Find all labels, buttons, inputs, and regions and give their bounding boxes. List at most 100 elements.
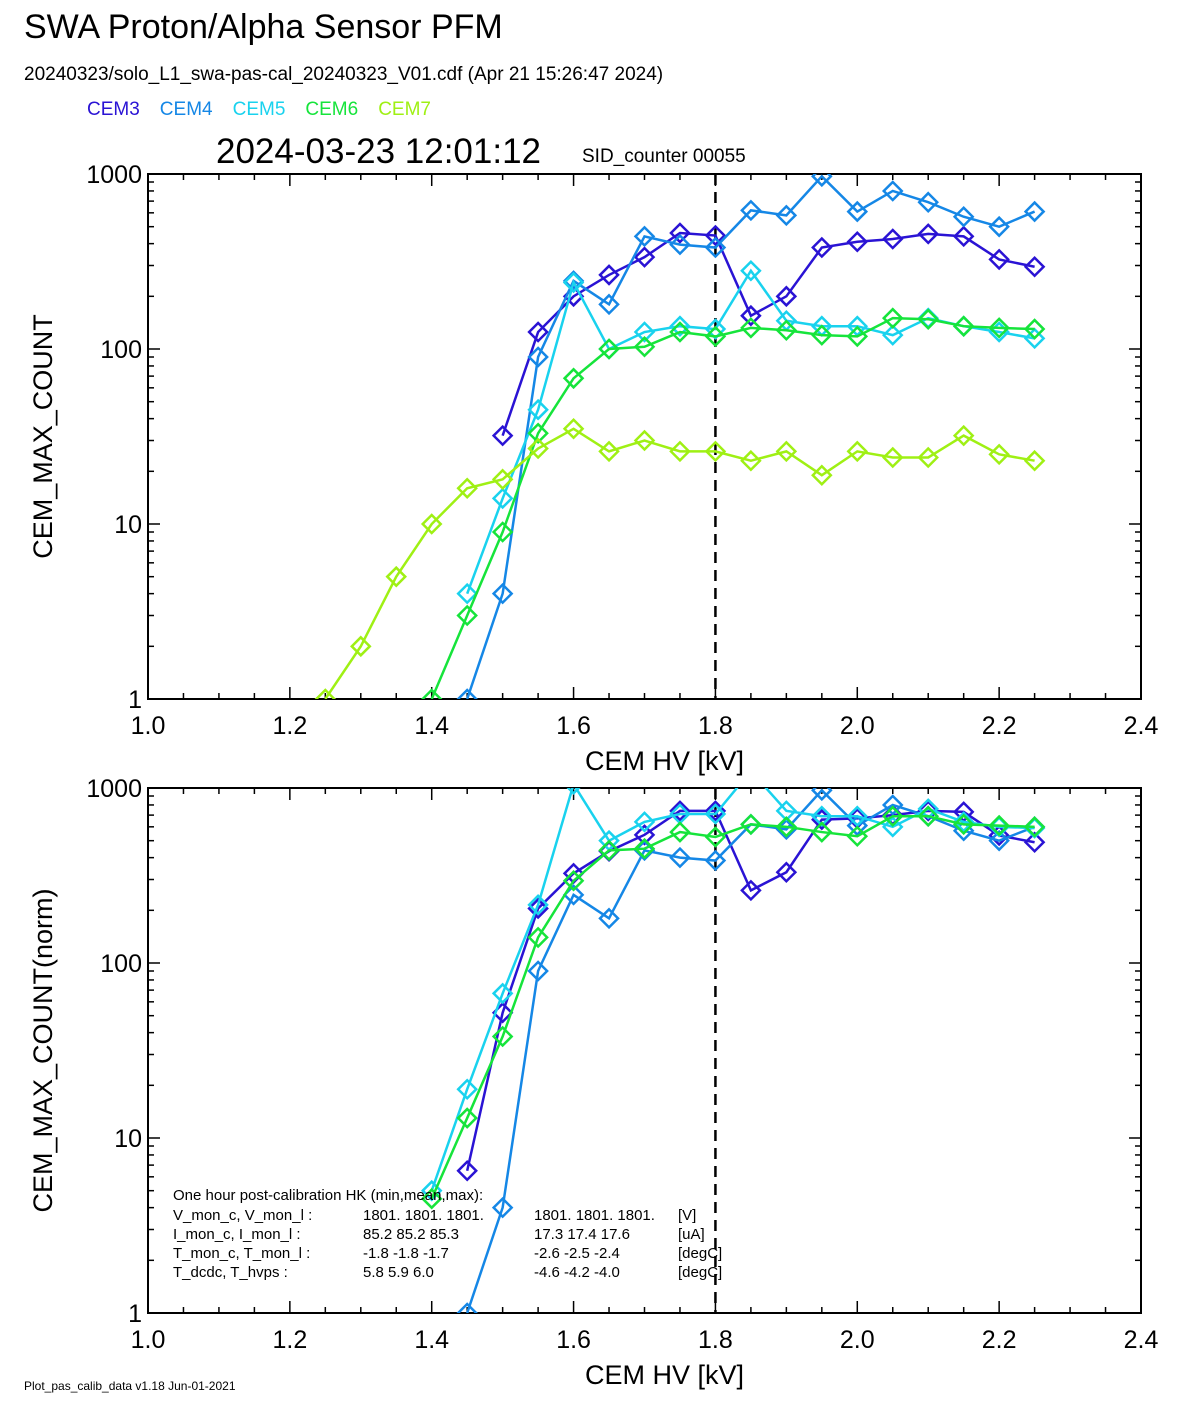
- panel2-point-cem6: [456, 1107, 478, 1129]
- hk-row-l-values: 1801. 1801. 1801.: [534, 1207, 655, 1224]
- panel2-x-tick-label: 1.8: [698, 1326, 733, 1354]
- hk-row-label: V_mon_c, V_mon_l :: [173, 1207, 312, 1224]
- panel1-point-cem4: [881, 180, 904, 202]
- panel1-point-cem4: [1023, 200, 1046, 223]
- panel2-x-tick-label: 1.4: [414, 1326, 449, 1354]
- hk-row-l-values: 17.3 17.4 17.6: [534, 1226, 630, 1243]
- panel2-point-cem3: [775, 861, 798, 884]
- panel1-point-cem3: [846, 230, 869, 253]
- panel1-point-cem4: [988, 215, 1010, 238]
- panel2-point-cem5: [846, 805, 869, 827]
- panel2-point-cem3: [988, 824, 1010, 847]
- panel1-point-cem7: [846, 440, 869, 463]
- panel1-point-cem7: [917, 446, 939, 469]
- panel2-point-cem3: [669, 800, 691, 822]
- legend-entry-cem3: CEM3: [87, 99, 140, 120]
- panel2-point-cem6: [491, 1025, 514, 1048]
- panel1-point-cem4: [491, 582, 514, 605]
- panel2-point-cem3: [633, 824, 656, 846]
- panel1-x-tick-label: 2.0: [840, 712, 875, 740]
- panel2-point-cem5: [527, 894, 549, 916]
- panel1-y-tick-label: 1: [128, 686, 142, 714]
- panel1-point-cem4: [669, 233, 691, 256]
- panel2-point-cem3: [527, 897, 549, 920]
- panel1-point-cem7: [633, 429, 656, 452]
- panel1-point-cem7: [527, 437, 549, 460]
- hk-row-c-values: -1.8 -1.8 -1.7: [363, 1245, 449, 1262]
- panel1-point-cem7: [598, 440, 620, 463]
- panel2-y-tick-label: 1: [128, 1300, 142, 1328]
- panel1-point-cem7: [811, 464, 833, 486]
- panel1-point-cem6: [988, 317, 1010, 339]
- panel1-point-cem4: [740, 199, 762, 222]
- panel2-point-cem4: [811, 788, 833, 802]
- panel2-point-cem6: [952, 813, 975, 836]
- panel1-y-tick-label: 100: [100, 336, 142, 364]
- panel1-point-cem3: [740, 304, 762, 327]
- hk-row-unit: [degC]: [678, 1245, 722, 1262]
- panel1-point-cem5: [456, 582, 478, 605]
- panel1-point-cem3: [1023, 256, 1046, 278]
- panel1-x-tick-label: 1.2: [272, 712, 307, 740]
- hk-row-label: T_mon_c, T_mon_l :: [173, 1245, 310, 1262]
- panel1-point-cem6: [846, 325, 869, 348]
- timestamp: 2024-03-23 12:01:12: [216, 132, 541, 171]
- panel1-point-cem5: [704, 318, 727, 340]
- hk-title: One hour post-calibration HK (min,mean,m…: [173, 1187, 483, 1204]
- legend-entry-cem6: CEM6: [305, 99, 359, 120]
- panel1-point-cem7: [491, 468, 514, 491]
- panel1-series-line-cem7: [324, 427, 1035, 699]
- panel1-point-cem3: [491, 424, 514, 447]
- panel1-point-cem6: [881, 307, 904, 329]
- panel1-y-tick-label: 1000: [86, 161, 142, 189]
- panel2-point-cem5: [742, 762, 760, 780]
- panel1-point-cem4: [952, 205, 975, 228]
- panel1-point-cem6: [917, 308, 939, 330]
- panel2-point-cem5: [704, 803, 727, 825]
- page-title: SWA Proton/Alpha Sensor PFM: [24, 8, 503, 46]
- panel1-point-cem6: [562, 367, 585, 390]
- sid-counter: SID_counter 00055: [582, 146, 746, 167]
- panel1-point-cem3: [988, 248, 1010, 271]
- panel2-series-line-cem6: [430, 814, 1035, 1200]
- panel1-point-cem6: [811, 324, 833, 346]
- panel1-point-cem7: [952, 424, 975, 447]
- panel1-point-cem4: [598, 293, 620, 316]
- hk-row-l-values: -2.6 -2.5 -2.4: [534, 1245, 620, 1262]
- panel1-y-axis-label: CEM_MAX_COUNT: [28, 314, 58, 559]
- panel1-point-cem7: [420, 513, 443, 535]
- panel2-point-cem3: [456, 1159, 478, 1182]
- panel2-point-cem6: [740, 813, 762, 836]
- panel1-series-group: [314, 174, 1046, 699]
- panel1-series-line-cem4: [465, 174, 1036, 699]
- panel1-point-cem7: [314, 688, 337, 699]
- panel1-point-cem4: [633, 225, 656, 248]
- panel2-point-cem6: [527, 926, 549, 949]
- series-legend: CEM3 CEM4 CEM5 CEM6 CEM7: [87, 99, 451, 121]
- panel1-point-cem6: [527, 422, 549, 445]
- panel1-point-cem6: [491, 521, 514, 543]
- panel1-point-cem4: [917, 191, 939, 213]
- panel2-x-tick-label: 1.2: [272, 1326, 307, 1354]
- panel2-point-cem5: [491, 982, 514, 1005]
- footer-version: Plot_pas_calib_data v1.18 Jun-01-2021: [24, 1379, 236, 1393]
- panel1-plot-frame: [147, 173, 1142, 700]
- panel1-point-cem7: [1023, 449, 1046, 472]
- panel1-point-cem7: [385, 565, 408, 588]
- hk-row-unit: [degC]: [678, 1264, 722, 1281]
- panel1-point-cem6: [775, 319, 798, 342]
- panel2-point-cem4: [704, 849, 727, 872]
- hk-row-l-values: -4.6 -4.2 -4.0: [534, 1264, 620, 1281]
- panel2-point-cem6: [917, 805, 939, 827]
- panel2-point-cem4: [669, 846, 691, 869]
- panel1-point-cem5: [1023, 327, 1046, 350]
- panel2-point-cem6: [811, 821, 833, 843]
- panel1-series-line-cem6: [430, 316, 1035, 699]
- panel1-point-cem7: [350, 635, 372, 658]
- panel1-point-cem5: [527, 398, 549, 421]
- panel1-x-tick-label: 1.4: [414, 712, 449, 740]
- panel1-point-cem7: [988, 443, 1010, 466]
- hk-row-c-values: 85.2 85.2 85.3: [363, 1226, 459, 1243]
- panel2-point-cem4: [846, 814, 869, 837]
